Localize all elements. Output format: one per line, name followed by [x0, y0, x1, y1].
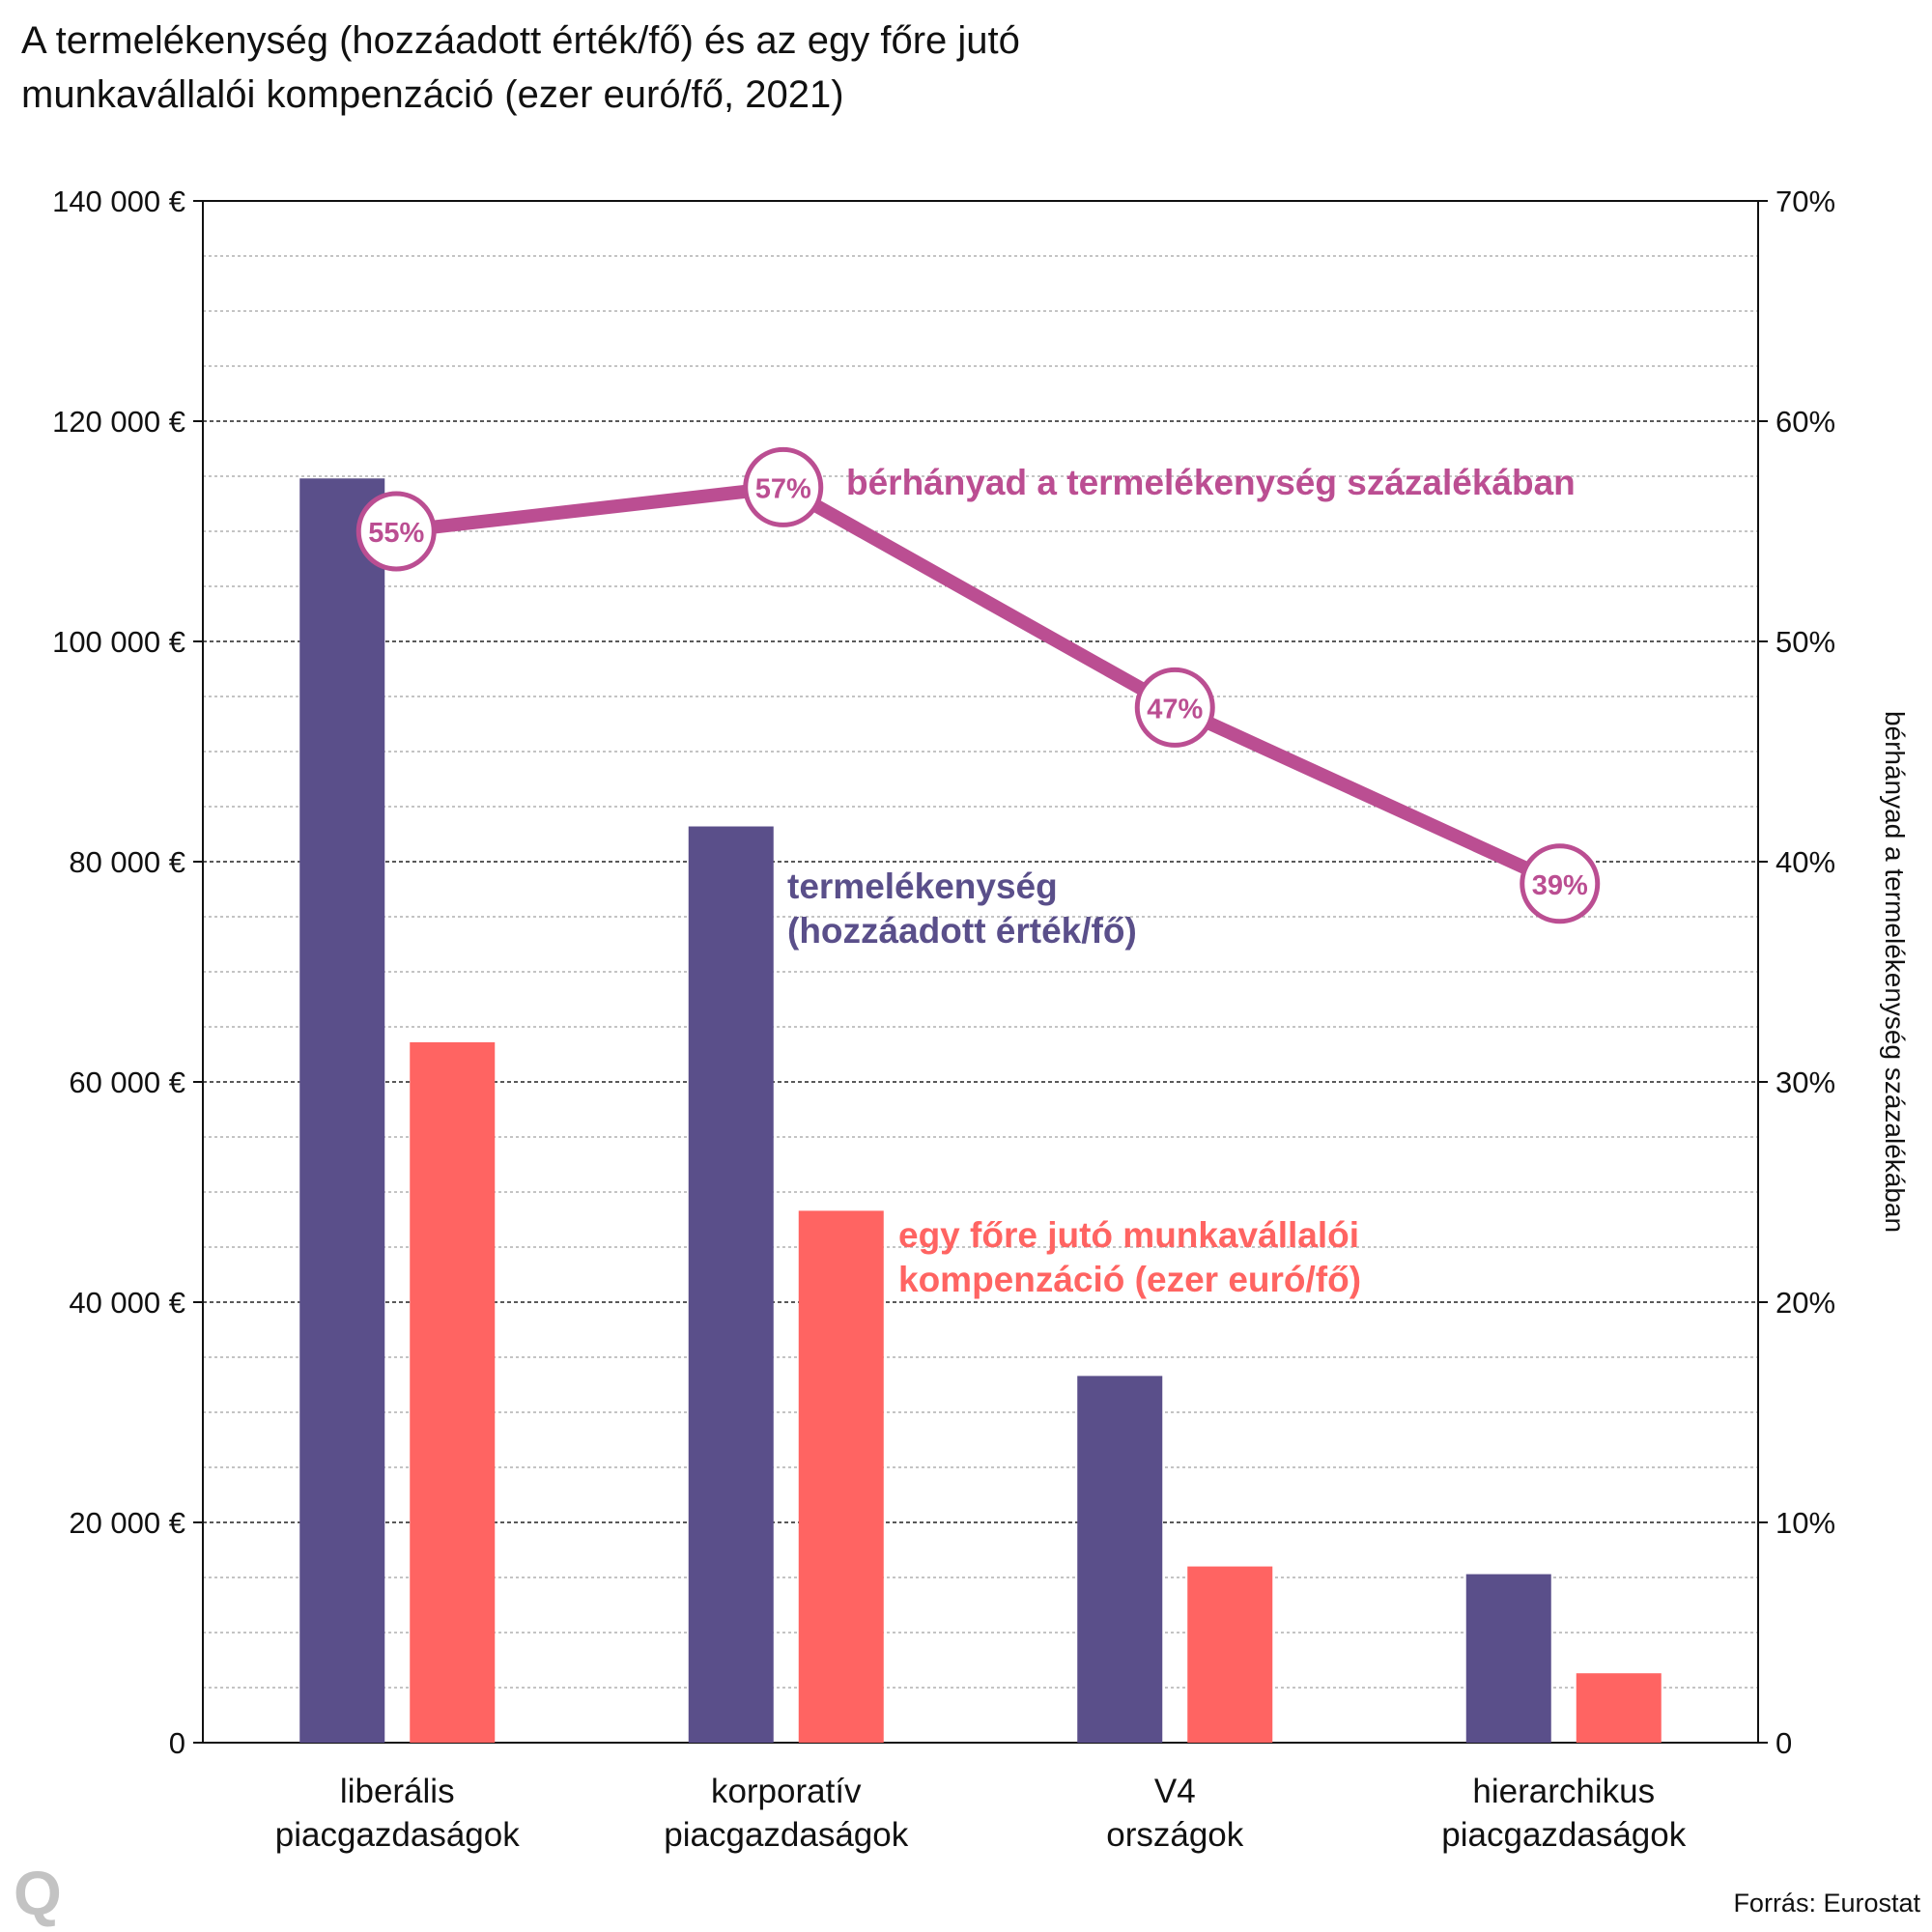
wage-share-data-label: 47%: [1147, 694, 1203, 724]
publisher-logo: Q: [14, 1859, 62, 1928]
category-label: piacgazdaságok: [1441, 1816, 1686, 1854]
right-tick-label: 50%: [1776, 625, 1835, 659]
category-label: V4: [1154, 1773, 1196, 1810]
source-note: Forrás: Eurostat: [1733, 1889, 1920, 1918]
right-tick-label: 30%: [1776, 1065, 1835, 1099]
category-label: országok: [1106, 1816, 1244, 1854]
productivity-series-label: termelékenység: [787, 867, 1058, 906]
productivity-series-label: (hozzáadott érték/fő): [787, 911, 1137, 951]
right-tick-label: 0: [1776, 1726, 1792, 1760]
productivity-bar: [688, 826, 774, 1743]
category-label: hierarchikus: [1472, 1773, 1655, 1810]
left-tick-label: 60 000 €: [69, 1065, 185, 1099]
category-label: korporatív: [711, 1773, 862, 1810]
grid-lines: [203, 255, 1758, 1689]
wage-share-line: [389, 480, 1567, 891]
compensation-bar: [1576, 1673, 1662, 1743]
chart-title: A termelékenység (hozzáadott érték/fő) é…: [21, 14, 1663, 122]
right-axis-title: bérhányad a termelékenység százalékában: [1880, 711, 1910, 1233]
compensation-bar: [410, 1041, 496, 1743]
right-tick-label: 40%: [1776, 845, 1835, 879]
wage-share-data-label: 57%: [755, 473, 811, 504]
left-tick-label: 120 000 €: [52, 405, 185, 439]
compensation-series-label: egy főre jutó munkavállalói: [898, 1215, 1359, 1255]
left-tick-label: 0: [169, 1726, 185, 1760]
category-label: liberális: [340, 1773, 455, 1810]
wage-share-point: [743, 446, 824, 527]
left-tick-label: 100 000 €: [52, 625, 185, 659]
category-label: piacgazdaságok: [664, 1816, 908, 1854]
right-tick-label: 60%: [1776, 405, 1835, 439]
wage-share-data-label: 55%: [368, 518, 424, 549]
productivity-bar: [1077, 1376, 1163, 1743]
left-tick-label: 140 000 €: [52, 185, 185, 218]
right-tick-label: 70%: [1776, 185, 1835, 218]
wage-share-point: [355, 491, 437, 572]
left-tick-label: 40 000 €: [69, 1286, 185, 1320]
wage-share-point: [1520, 843, 1601, 924]
productivity-bar: [299, 478, 385, 1743]
left-tick-label: 20 000 €: [69, 1506, 185, 1540]
wage-share-series-label: bérhányad a termelékenység százalékában: [846, 463, 1576, 502]
compensation-bar: [1187, 1566, 1273, 1743]
right-tick-label: 20%: [1776, 1286, 1835, 1320]
wage-share-point: [1134, 667, 1215, 748]
chart-title-line-2: munkavállalói kompenzáció (ezer euró/fő,…: [21, 73, 844, 116]
left-tick-label: 80 000 €: [69, 845, 185, 879]
compensation-bar: [798, 1210, 884, 1743]
compensation-series-label: kompenzáció (ezer euró/fő): [898, 1260, 1361, 1299]
chart-title-line-1: A termelékenység (hozzáadott érték/fő) é…: [21, 19, 1020, 62]
category-label: piacgazdaságok: [275, 1816, 520, 1854]
wage-share-data-label: 39%: [1532, 870, 1588, 901]
productivity-bar: [1465, 1574, 1551, 1743]
right-tick-label: 10%: [1776, 1506, 1835, 1540]
